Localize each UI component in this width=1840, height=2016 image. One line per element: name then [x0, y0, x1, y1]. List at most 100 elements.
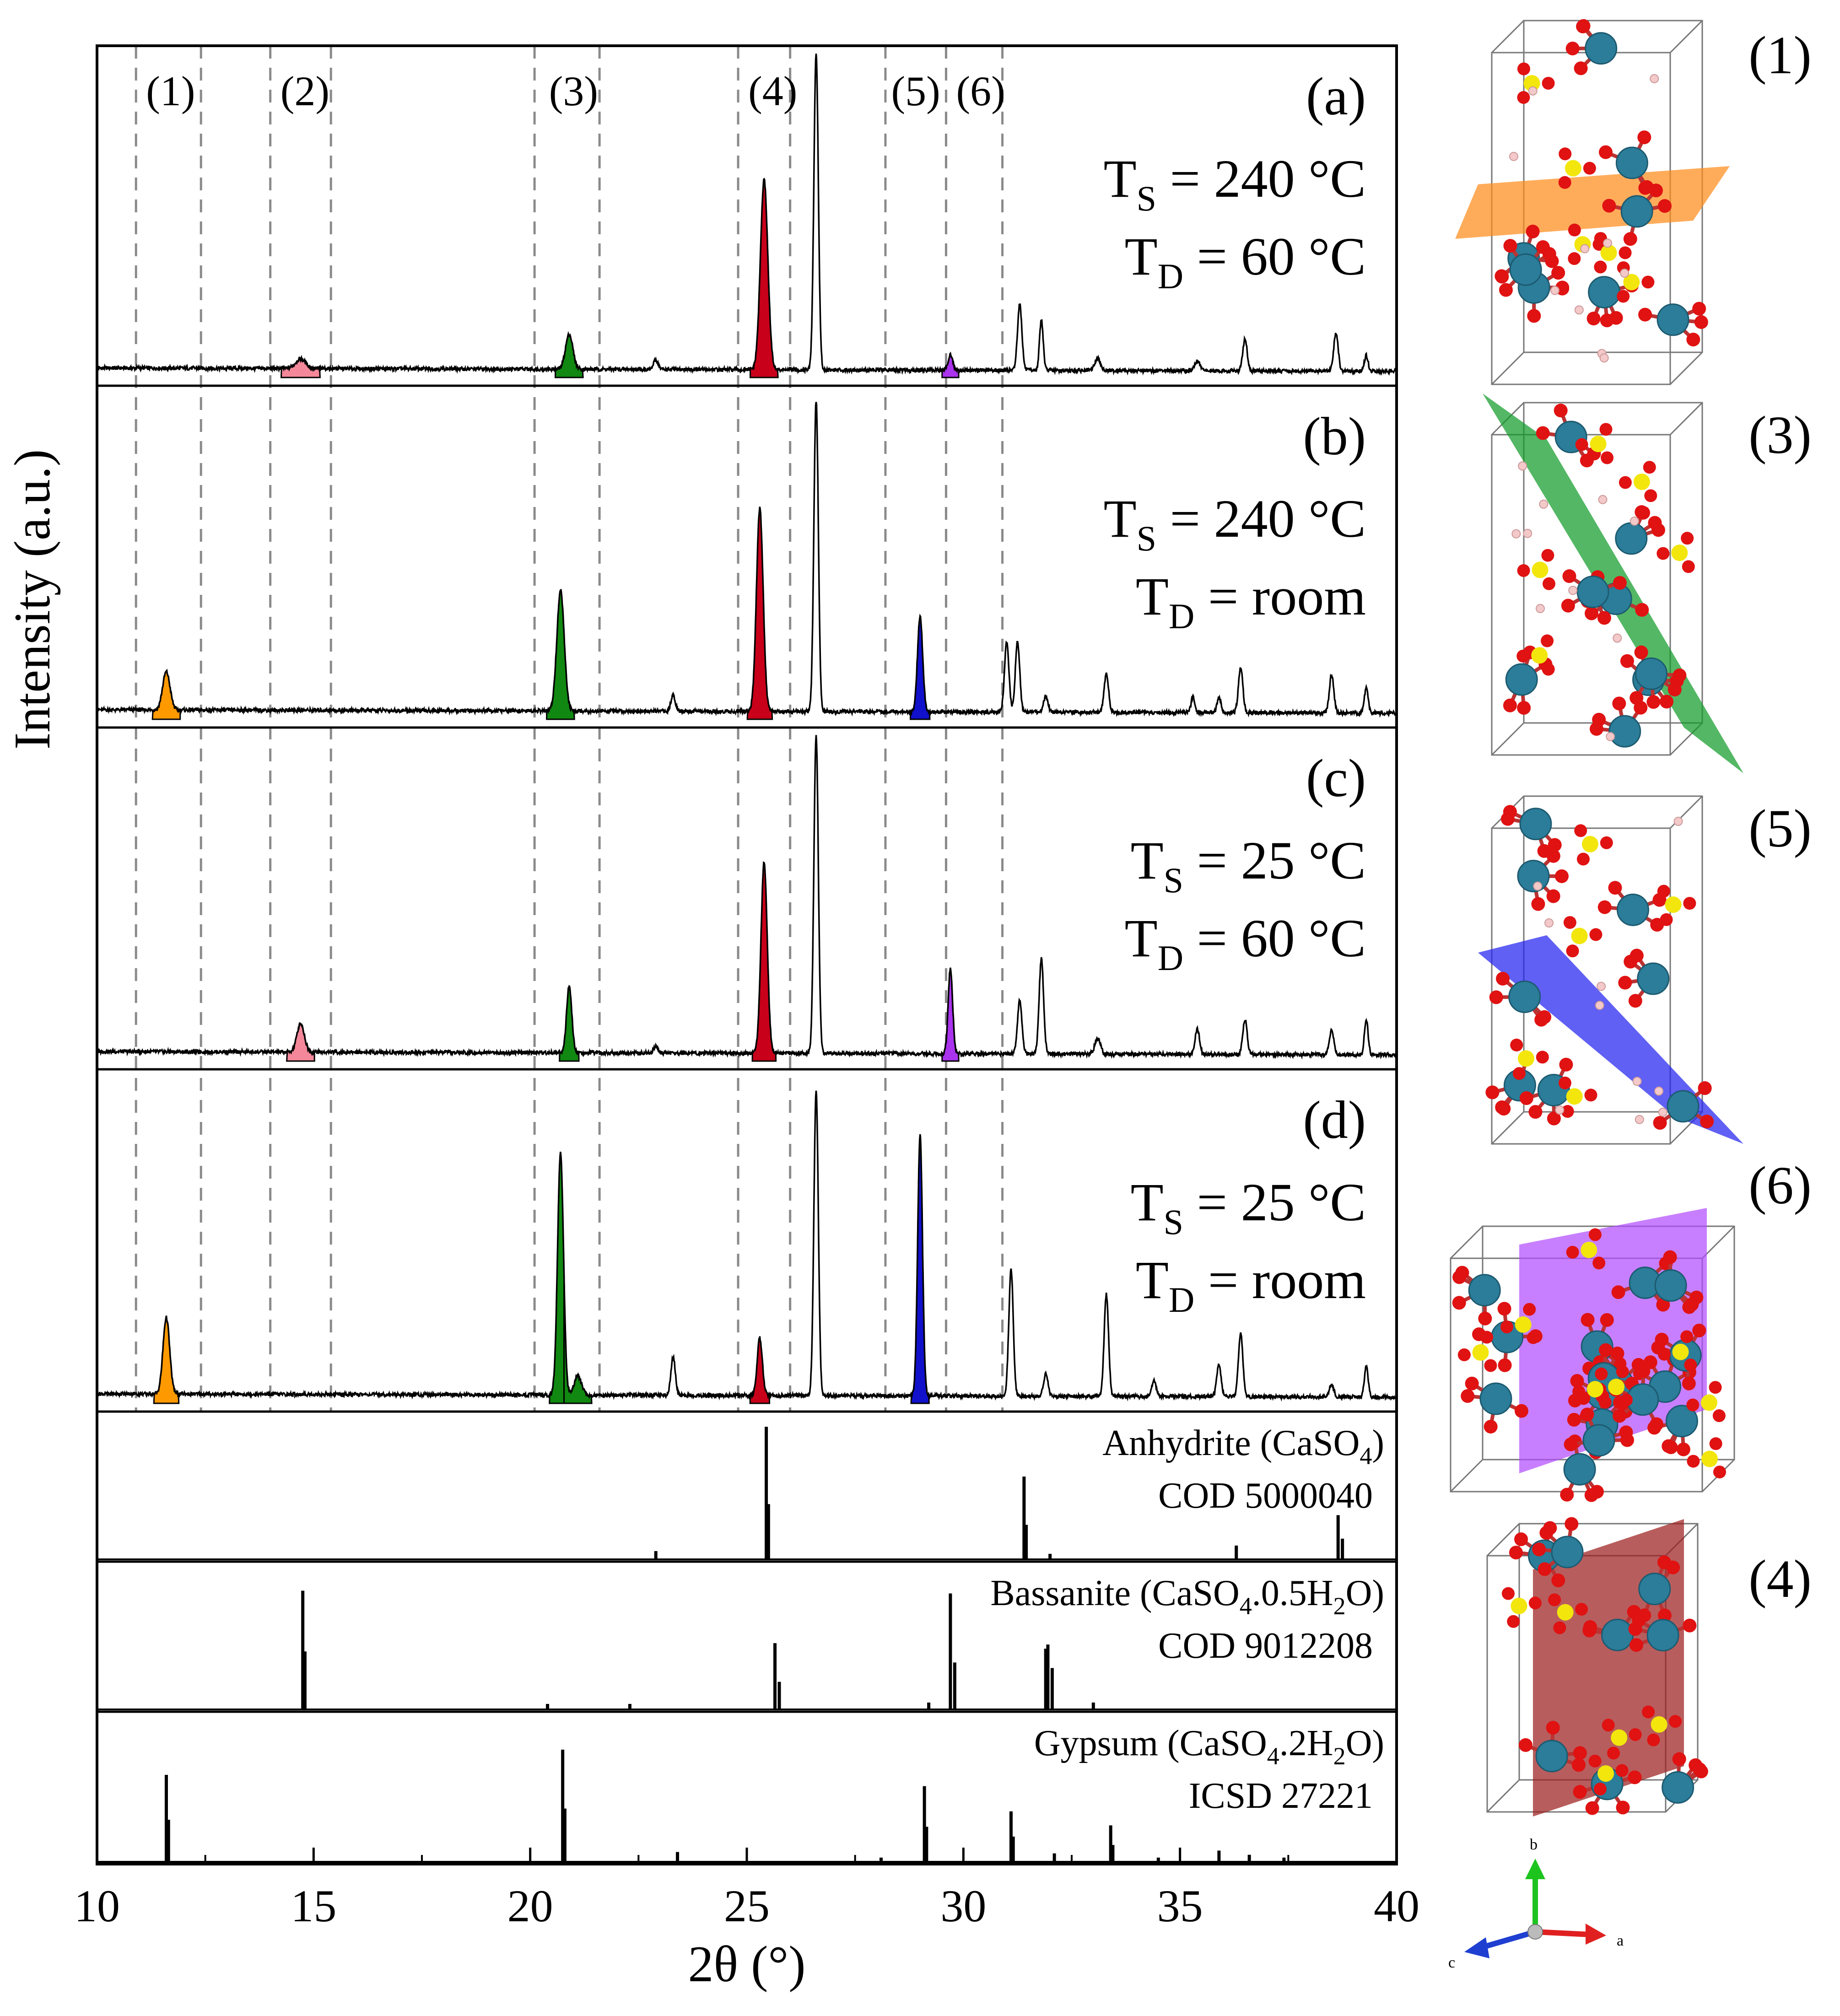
calcium-atom	[1638, 1573, 1671, 1606]
sulfur-atom	[1571, 927, 1588, 944]
calcium-atom	[1635, 657, 1667, 690]
text-span: T	[1104, 149, 1137, 209]
oxygen-atom	[1694, 1764, 1708, 1779]
calcium-atom	[1637, 962, 1670, 995]
oxygen-atom	[1686, 333, 1700, 347]
oxygen-atom	[1548, 838, 1562, 852]
hydrogen-atom	[1603, 238, 1613, 248]
hydrogen-atom	[1574, 305, 1584, 315]
oxygen-atom	[1563, 916, 1576, 929]
sulfur-atom	[1590, 436, 1607, 453]
calcium-atom	[1505, 663, 1538, 696]
peak-fill	[549, 1152, 572, 1404]
oxygen-atom	[1618, 976, 1632, 990]
oxygen-atom	[1657, 199, 1672, 213]
oxygen-atom	[1600, 313, 1614, 328]
oxygen-atom	[1575, 1603, 1588, 1616]
sulfur-atom	[1665, 896, 1682, 913]
oxygen-atom	[1667, 683, 1682, 697]
sulfur-atom	[1523, 75, 1540, 92]
oxygen-atom	[1592, 1256, 1606, 1270]
hydrogen-atom	[1580, 244, 1590, 253]
reference-name: Anhydrite (CaSO4)	[1102, 1423, 1384, 1470]
unit-cell-edge	[1450, 1459, 1484, 1493]
a-axis-arrow	[1535, 1929, 1591, 1937]
structure-3: (5)	[1478, 795, 1812, 1145]
reference-code: COD 9012208	[1158, 1626, 1373, 1666]
reference-2: Gypsum (CaSO4.2H2O) ICSD 27221	[97, 1723, 1397, 1863]
oxygen-atom	[1709, 1381, 1722, 1394]
spectrum-line	[96, 735, 1398, 1060]
oxygen-atom	[1527, 309, 1541, 323]
oxygen-atom	[1538, 1010, 1552, 1024]
oxygen-atom	[1616, 1800, 1630, 1815]
hydrogen-atom	[1539, 499, 1549, 509]
calcium-atom	[1667, 1090, 1700, 1123]
oxygen-atom	[1517, 701, 1531, 715]
panel-ts: TS = 240 °C	[1104, 149, 1366, 218]
oxygen-atom	[1465, 1376, 1479, 1391]
panel-label: (c)	[1306, 748, 1366, 808]
oxygen-atom	[1532, 1542, 1546, 1557]
unit-cell-edge	[1450, 1225, 1484, 1259]
x-axis-label: 2θ (°)	[688, 1936, 805, 1993]
oxygen-atom	[1536, 426, 1550, 440]
oxygen-atom	[1519, 1091, 1533, 1105]
x-tick-label: 10	[74, 1881, 120, 1931]
oxygen-atom	[1700, 1115, 1714, 1129]
oxygen-atom	[1588, 1228, 1602, 1241]
text-span: = 240 °C	[1156, 489, 1366, 549]
unit-cell-edge	[1491, 1111, 1525, 1145]
text-span: Bassanite (CaSO	[990, 1573, 1239, 1613]
text-span: D	[1158, 938, 1183, 978]
hydrogen-atom	[1528, 86, 1538, 96]
peak-fill	[941, 352, 960, 378]
text-span: = 60 °C	[1183, 226, 1366, 286]
oxygen-atom	[1598, 1396, 1612, 1409]
calcium-atom	[1654, 1269, 1687, 1302]
structure-1: (1)	[1455, 19, 1812, 385]
b-axis-head	[1525, 1859, 1545, 1879]
structure-label: (3)	[1748, 405, 1812, 465]
oxygen-atom	[1663, 1250, 1677, 1264]
oxygen-atom	[1597, 900, 1612, 914]
calcium-atom	[1665, 1405, 1698, 1438]
oxygen-atom	[1630, 691, 1644, 705]
calcium-atom	[1608, 715, 1641, 748]
oxygen-atom	[1597, 611, 1611, 625]
oxygen-atom	[1709, 1437, 1722, 1450]
unit-cell-edge	[1486, 1779, 1520, 1813]
calcium-atom	[1601, 1618, 1634, 1651]
oxygen-atom	[1576, 19, 1591, 33]
oxygen-atom	[1629, 1638, 1643, 1652]
crystal-structures-column: (1) (3) (5) (6) (4) a b c	[1448, 19, 1812, 1971]
calcium-atom	[1479, 1382, 1512, 1415]
oxygen-atom	[1575, 438, 1588, 451]
oxygen-atom	[1503, 698, 1517, 712]
structure-label: (6)	[1748, 1155, 1812, 1215]
oxygen-atom	[1539, 1525, 1554, 1540]
oxygen-atom	[1499, 283, 1513, 297]
panel-label: (a)	[1306, 66, 1366, 126]
reference-code: ICSD 27221	[1189, 1776, 1373, 1816]
oxygen-atom	[1637, 130, 1651, 145]
oxygen-atom	[1599, 1343, 1613, 1357]
unit-cell-edge	[1482, 1225, 1735, 1461]
text-span: = 60 °C	[1183, 908, 1366, 968]
oxygen-atom	[1567, 1412, 1581, 1427]
sulfur-atom	[1586, 1381, 1603, 1398]
oxygen-atom	[1643, 461, 1656, 474]
oxygen-atom	[1561, 1105, 1574, 1118]
oxygen-atom	[1600, 1313, 1614, 1327]
oxygen-atom	[1602, 1719, 1615, 1732]
panel-td: TD = 60 °C	[1125, 908, 1366, 978]
oxygen-atom	[1554, 869, 1569, 883]
oxygen-atom	[1694, 315, 1708, 329]
oxygen-atom	[1712, 1409, 1726, 1423]
oxygen-atom	[1461, 1389, 1475, 1403]
oxygen-atom	[1657, 884, 1670, 898]
axis-origin	[1527, 1924, 1543, 1940]
oxygen-atom	[1452, 1270, 1467, 1284]
oxygen-atom	[1619, 476, 1632, 489]
oxygen-atom	[1683, 897, 1696, 910]
